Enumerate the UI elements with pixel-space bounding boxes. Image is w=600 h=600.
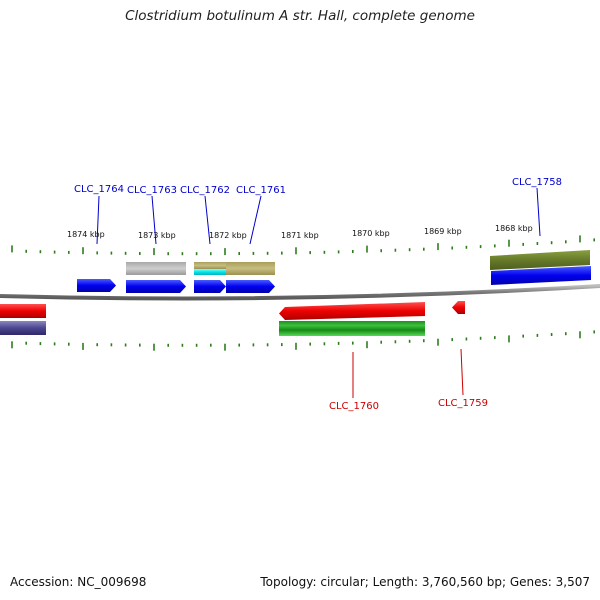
- gene-clc-1762-khaki[interactable]: [194, 262, 226, 269]
- gene-label-clc-1763[interactable]: CLC_1763: [127, 185, 177, 196]
- gene-label-clc-1764[interactable]: CLC_1764: [74, 184, 124, 195]
- gene-reverse-purple-left[interactable]: [0, 321, 46, 335]
- gene-label-clc-1760[interactable]: CLC_1760: [329, 401, 379, 412]
- gene-labels: CLC_1764 CLC_1763 CLC_1762 CLC_1761 CLC_…: [74, 177, 562, 412]
- gene-callouts: [96, 187, 541, 398]
- kbp-label-1872: 1872 kbp: [209, 231, 247, 240]
- genome-title: Clostridium botulinum A str. Hall, compl…: [125, 8, 475, 24]
- kbp-label-1868: 1868 kbp: [495, 224, 533, 233]
- kbp-label-1869: 1869 kbp: [424, 227, 462, 236]
- kbp-label-1870: 1870 kbp: [352, 229, 390, 238]
- gene-clc-1759-arrow[interactable]: [452, 301, 465, 314]
- accession-text: Accession: NC_009698: [10, 575, 147, 589]
- gene-clc-1761-arrow[interactable]: [226, 280, 275, 293]
- genome-summary-text: Topology: circular; Length: 3,760,560 bp…: [260, 575, 590, 589]
- gene-label-clc-1762[interactable]: CLC_1762: [180, 185, 230, 196]
- gene-arrow-forward[interactable]: [77, 279, 116, 292]
- gene-label-clc-1759[interactable]: CLC_1759: [438, 398, 488, 409]
- gene-clc-1762-cyan[interactable]: [194, 269, 226, 275]
- gene-clc-1763-arrow[interactable]: [126, 280, 186, 293]
- gene-clc-1758-arrow[interactable]: [491, 266, 591, 285]
- gene-clc-1762-arrow[interactable]: [194, 280, 226, 293]
- callout-line-clc-1758: [536, 187, 541, 237]
- upper-tick-row: [11, 235, 596, 256]
- lower-tick-row: [11, 330, 596, 351]
- gene-reverse-red-left[interactable]: [0, 304, 46, 318]
- gene-label-clc-1761[interactable]: CLC_1761: [236, 185, 286, 196]
- reverse-strand-features: [0, 301, 465, 336]
- kbp-label-1874: 1874 kbp: [67, 230, 105, 239]
- kbp-label-1871: 1871 kbp: [281, 231, 319, 240]
- callout-line-clc-1763: [151, 195, 157, 245]
- gene-label-clc-1758[interactable]: CLC_1758: [512, 177, 562, 188]
- gene-clc-1763-gray[interactable]: [126, 262, 186, 275]
- callout-line-clc-1764: [96, 195, 100, 245]
- gene-clc-1761-khaki[interactable]: [226, 262, 275, 275]
- gene-clc-1760-arrow[interactable]: [279, 302, 425, 320]
- kbp-scale: 1874 kbp 1873 kbp 1872 kbp 1871 kbp 1870…: [67, 224, 533, 240]
- callout-line-clc-1759: [460, 348, 464, 396]
- gene-clc-1758-olive[interactable]: [490, 250, 590, 270]
- gene-clc-1760-green[interactable]: [279, 321, 425, 336]
- callout-line-clc-1761: [249, 195, 262, 245]
- forward-strand-features: [77, 250, 591, 293]
- kbp-label-1873: 1873 kbp: [138, 231, 176, 240]
- genome-backbone: [0, 284, 600, 301]
- callout-line-clc-1762: [204, 195, 211, 245]
